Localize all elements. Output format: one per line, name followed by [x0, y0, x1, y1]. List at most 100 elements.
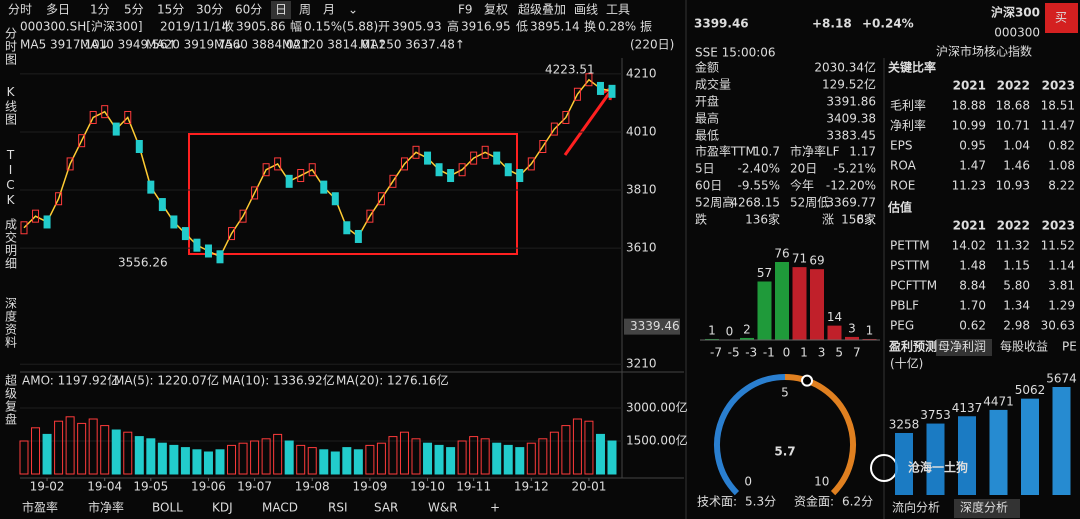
tab[interactable]: 多日 [46, 3, 70, 17]
tab[interactable]: 5分 [124, 3, 144, 17]
x-tick-label: 19-10 [410, 480, 445, 494]
volume-bar [480, 438, 490, 475]
quote-value: -9.55% [738, 179, 780, 193]
toolbar-button[interactable]: 复权 [484, 3, 508, 17]
index-code: 000300 [994, 26, 1040, 40]
tab[interactable]: PE [1062, 340, 1077, 354]
y-tick-label: 4210 [626, 66, 657, 80]
tab[interactable]: 日 [275, 3, 287, 17]
candle [343, 221, 351, 235]
toolbar-button[interactable]: 画线 [574, 3, 598, 17]
tab[interactable]: 深度分析 [960, 500, 1008, 515]
volume-bar [134, 436, 144, 475]
quote-label: 金额 [695, 60, 719, 75]
candle [66, 157, 74, 171]
quote-value: 10.7 [753, 145, 780, 159]
tab[interactable]: 60分 [235, 3, 262, 17]
volume-bar [77, 422, 87, 475]
index-name: 沪深300 [991, 5, 1040, 20]
tab[interactable]: 母净利润 [938, 340, 986, 354]
volume-bar [561, 425, 571, 475]
volume-bar [319, 449, 329, 475]
indicator-tab[interactable]: W&R [428, 501, 458, 515]
candle [377, 192, 385, 206]
quote-label: 20日 [790, 162, 817, 176]
quote-value: 136家 [745, 212, 780, 227]
row-value: 1.29 [1048, 299, 1075, 313]
candle [89, 110, 97, 124]
row-label: ROE [890, 179, 915, 193]
dist-label: 7 [853, 346, 861, 360]
row-value: 14.02 [952, 239, 986, 253]
tab[interactable]: 月 [323, 3, 335, 17]
buy-button[interactable] [1045, 3, 1078, 33]
volume-bar [65, 416, 75, 475]
row-value: 1.70 [959, 299, 986, 313]
candle [135, 139, 143, 153]
candle [447, 169, 455, 183]
side-tab[interactable]: 成交明细 [4, 218, 18, 270]
quote-value: 3383.45 [826, 129, 876, 143]
candle [308, 163, 316, 177]
bar-label: 3753 [920, 408, 951, 422]
side-tab[interactable]: K线图 [4, 85, 18, 126]
bar-label: 3258 [889, 417, 920, 431]
toolbar-button[interactable]: 超级叠加 [518, 2, 566, 17]
bar-label: 4137 [952, 401, 983, 415]
row-value: 1.48 [959, 259, 986, 273]
tab[interactable]: 分时 [8, 3, 32, 17]
indicator-tab[interactable]: 市净率 [88, 500, 124, 515]
toolbar-button[interactable]: F9 [458, 3, 473, 17]
side-tab[interactable]: 分时图 [4, 27, 18, 66]
tab[interactable]: 30分 [196, 3, 223, 17]
dist-label: -5 [728, 346, 740, 360]
toolbar-button[interactable]: 工具 [606, 3, 630, 17]
x-tick-label: 19-02 [30, 480, 65, 494]
indicator-tab[interactable]: KDJ [212, 501, 233, 515]
last-price-box [624, 318, 680, 335]
price-line [23, 78, 613, 258]
tab[interactable]: 盈利预测 [888, 339, 937, 354]
bar-label: 4471 [983, 394, 1014, 408]
gauge-marker [801, 374, 814, 387]
volume-bar [123, 431, 133, 475]
y-tick-label: 3810 [626, 183, 657, 197]
side-tab[interactable]: 超级复盘 [4, 373, 18, 426]
candle [573, 87, 581, 101]
volume-bar [342, 447, 352, 475]
volume-bar [457, 440, 467, 475]
row-value: 2.98 [1003, 319, 1030, 333]
quote-label: 最低 [695, 129, 719, 143]
indicator-tab[interactable]: + [490, 501, 500, 515]
volume-bar [515, 447, 525, 475]
candle [101, 105, 109, 119]
y-tick-label: 4010 [626, 124, 657, 138]
tab-highlight [954, 499, 1020, 518]
indicator-tab[interactable]: 市盈率 [22, 500, 58, 515]
buy-label[interactable]: 买 [1055, 11, 1067, 25]
range-label: (220日) [630, 38, 674, 52]
candle [435, 163, 443, 177]
row-value: 11.32 [996, 239, 1030, 253]
side-tab[interactable]: TICK [4, 148, 18, 208]
indicator-tab[interactable]: MACD [262, 501, 298, 515]
dist-bar [827, 325, 842, 340]
indicator-tab[interactable]: BOLL [152, 501, 183, 515]
candle [274, 157, 282, 171]
score-label: 资金面: [794, 494, 834, 509]
bar-label: 14 [827, 310, 842, 324]
tab[interactable]: ⌄ [348, 3, 358, 17]
gauge-value: 5.7 [774, 445, 795, 459]
indicator-tab[interactable]: RSI [328, 501, 348, 515]
row-value: 18.88 [952, 99, 986, 113]
tab[interactable]: 流向分析 [892, 500, 940, 515]
tab[interactable]: 周 [299, 3, 311, 17]
tab[interactable]: 15分 [157, 3, 184, 17]
tab[interactable]: 1分 [90, 3, 110, 17]
indicator-tab[interactable]: SAR [374, 501, 398, 515]
tab[interactable]: 每股收益 [1000, 339, 1048, 354]
volume-bar [296, 444, 306, 475]
volume-bar [54, 420, 64, 475]
side-tab[interactable]: 深度资料 [4, 297, 18, 349]
